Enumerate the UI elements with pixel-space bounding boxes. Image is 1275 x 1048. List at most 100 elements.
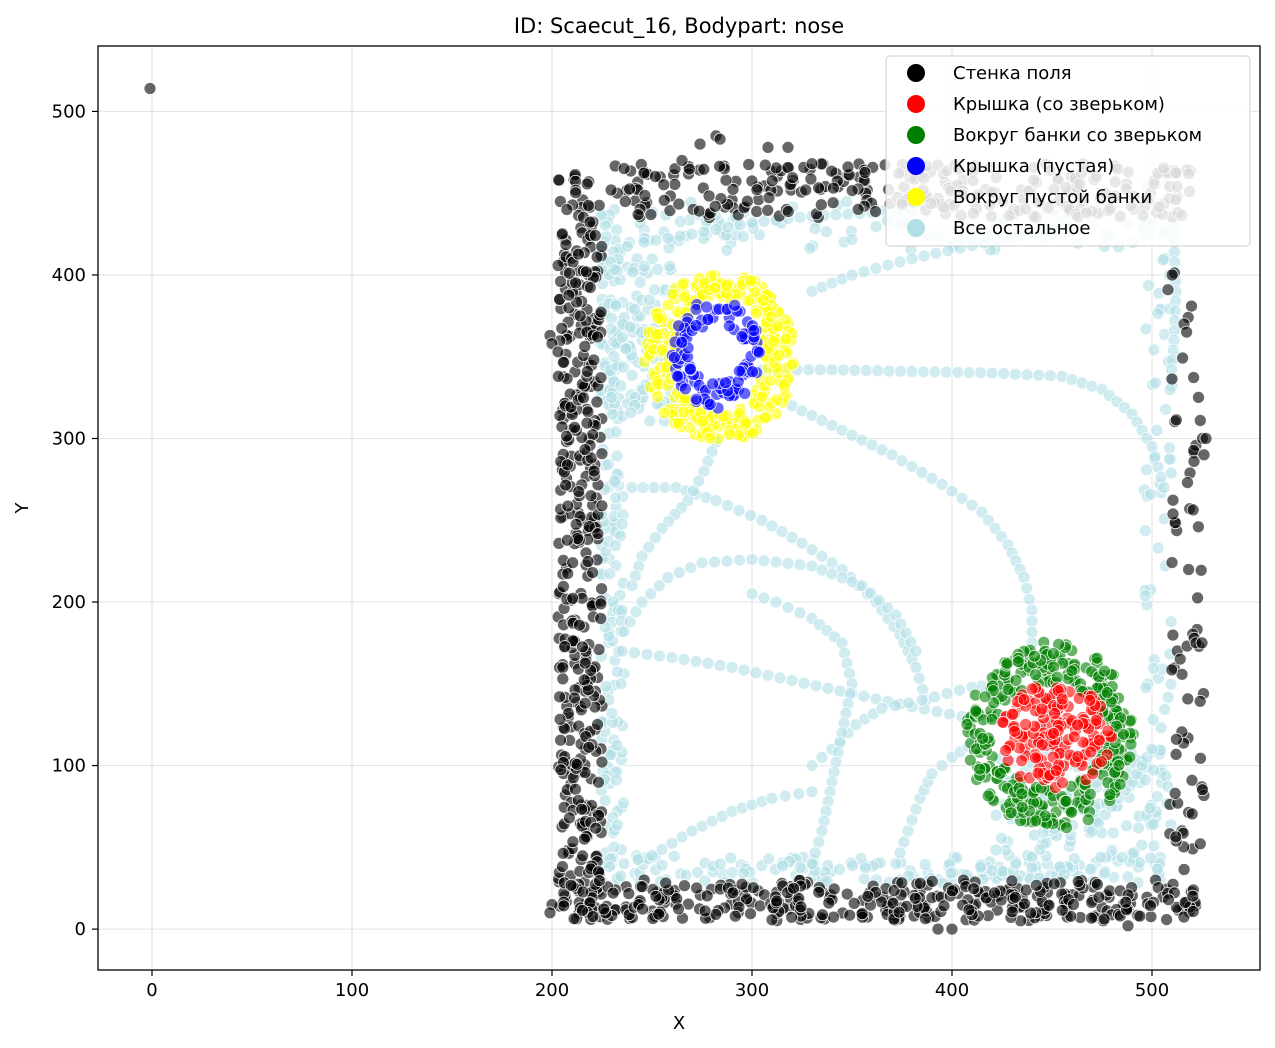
data-point [557,580,570,593]
data-point [701,657,715,670]
data-point [935,759,949,772]
data-point [644,208,658,222]
data-point [1033,843,1047,856]
data-point [902,696,916,710]
data-point [668,177,682,191]
data-point [779,332,793,346]
data-point [875,701,889,715]
data-point [726,866,739,879]
data-point [720,554,734,568]
data-point [724,851,738,865]
y-tick-label: 300 [52,428,86,449]
data-point [591,718,604,731]
data-point [755,390,769,404]
data-point [628,302,642,316]
data-point [1158,702,1171,716]
data-point [1173,652,1187,666]
data-point [1161,691,1175,704]
data-point [1187,454,1201,468]
data-point [713,857,727,871]
data-point [1181,476,1194,490]
data-point [675,335,689,349]
data-point [792,787,806,801]
data-point [659,876,673,890]
data-point [578,340,592,353]
data-point [560,533,574,547]
data-point [1177,863,1191,876]
data-point [750,205,764,218]
data-point [693,137,707,151]
data-point [1093,733,1106,747]
data-point [1083,787,1097,801]
data-point [1156,253,1170,267]
data-point [1009,857,1023,871]
data-point [655,843,669,856]
data-point [1166,493,1180,507]
data-point [888,699,902,712]
data-point [1042,898,1056,912]
data-point [1025,603,1039,617]
axes-frame [97,45,1261,971]
data-point [756,293,770,307]
data-point [1177,910,1191,924]
data-point [1187,371,1200,384]
data-point [1090,651,1104,665]
data-point [617,796,630,810]
data-point [967,882,981,896]
data-point [1157,481,1171,495]
data-point [1164,615,1178,629]
data-point [859,861,872,875]
data-point [556,860,569,873]
data-point [799,183,813,197]
data-point [915,693,929,707]
data-point [657,178,671,192]
data-point [804,172,818,186]
data-point [1029,814,1043,828]
data-point [787,881,800,895]
data-point [698,904,712,918]
data-point [1017,571,1031,584]
data-point [557,899,571,913]
data-point [855,579,869,593]
data-point [1120,819,1133,833]
data-point [1100,686,1114,699]
data-point [1159,402,1172,416]
data-point [554,275,567,288]
data-point [1029,751,1042,765]
data-point [1147,839,1161,853]
x-axis-label: X [673,1013,685,1034]
data-point [1008,724,1021,738]
data-point [1123,750,1137,764]
data-point [777,377,791,391]
data-point [689,319,703,332]
data-point [663,259,677,273]
data-point [837,363,850,377]
data-point [590,250,604,264]
data-point [1197,448,1211,462]
data-point [601,458,615,471]
data-point [814,198,828,212]
data-point [765,519,779,533]
data-point [1145,742,1159,756]
data-point [590,395,604,409]
data-point [663,204,677,218]
data-point [928,690,941,704]
data-point [785,674,799,687]
chart-title: ID: Scaecut_16, Bodypart: nose [514,14,844,39]
data-point [769,595,783,609]
data-point [759,411,772,425]
data-point [713,132,727,146]
data-point [647,283,661,297]
data-point [1146,713,1160,726]
data-point [1086,767,1100,781]
data-point [1008,367,1022,381]
data-point [578,443,592,457]
data-point [649,233,663,247]
data-point [645,252,659,266]
data-point [905,813,919,827]
data-point [1150,790,1164,803]
data-point [609,491,623,505]
data-point [1005,874,1019,888]
data-point [1151,862,1164,876]
data-point [556,227,569,241]
